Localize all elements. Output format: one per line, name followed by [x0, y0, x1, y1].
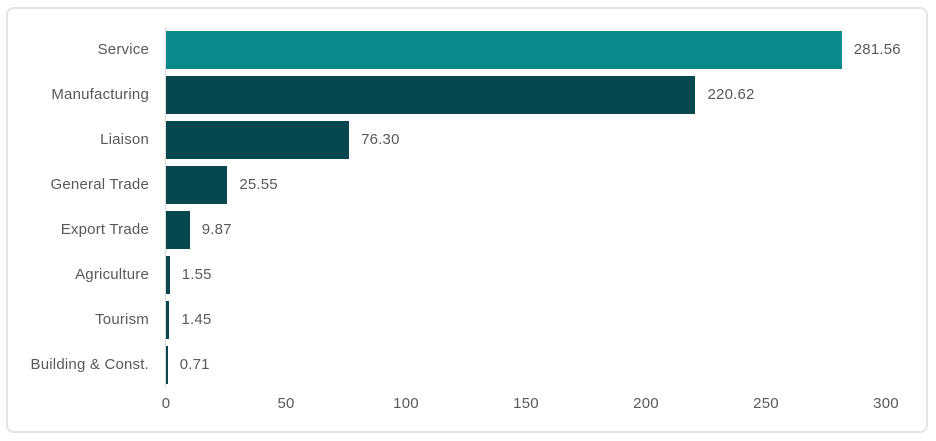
- bar: [166, 30, 842, 69]
- bar-area: 281.56: [166, 30, 936, 69]
- bar-row: Building & Const. 0.71: [0, 342, 936, 387]
- category-label: Service: [97, 41, 149, 58]
- value-label: 0.71: [179, 356, 210, 373]
- bar-row: Tourism 1.45: [0, 297, 936, 342]
- x-axis-tick-label: 300: [873, 395, 899, 412]
- category-label: Liaison: [100, 131, 149, 148]
- value-label: 9.87: [201, 221, 232, 238]
- category-label: General Trade: [50, 176, 149, 193]
- x-axis-tick-label: 50: [277, 395, 295, 412]
- category-label: Building & Const.: [30, 356, 149, 373]
- bar-area: 1.55: [166, 255, 936, 294]
- bar-row: Service 281.56: [0, 27, 936, 72]
- x-axis-tick-label: 0: [161, 395, 171, 412]
- y-axis-line: [165, 27, 166, 387]
- bar: [166, 300, 170, 339]
- bar-area: 76.30: [166, 120, 936, 159]
- x-axis-tick-label: 100: [393, 395, 419, 412]
- bar-row: General Trade 25.55: [0, 162, 936, 207]
- bar: [166, 345, 168, 384]
- value-label: 220.62: [707, 86, 755, 103]
- bar-area: 25.55: [166, 165, 936, 204]
- bar: [166, 255, 170, 294]
- category-label: Tourism: [95, 311, 149, 328]
- value-label: 281.56: [853, 41, 901, 58]
- bar-row: Liaison 76.30: [0, 117, 936, 162]
- bar-row: Manufacturing 220.62: [0, 72, 936, 117]
- category-label: Export Trade: [60, 221, 149, 238]
- bar: [166, 210, 190, 249]
- category-label: Agriculture: [75, 266, 149, 283]
- bar: [166, 120, 350, 159]
- x-axis-tick-label: 150: [513, 395, 539, 412]
- x-axis: 0 50 100 150 200 250 300: [0, 395, 936, 415]
- bar-row: Agriculture 1.55: [0, 252, 936, 297]
- value-label: 1.55: [181, 266, 212, 283]
- bar-rows: Service 281.56 Manufacturing 220.62 Liaison 7…: [0, 27, 936, 387]
- value-label: 25.55: [239, 176, 278, 193]
- bar: [166, 165, 228, 204]
- bar-row: Export Trade 9.87: [0, 207, 936, 252]
- value-label: 1.45: [181, 311, 212, 328]
- x-axis-tick-label: 200: [633, 395, 659, 412]
- bar-area: 220.62: [166, 75, 936, 114]
- bar-area: 1.45: [166, 300, 936, 339]
- bar-area: 9.87: [166, 210, 936, 249]
- bar: [166, 75, 696, 114]
- x-axis-tick-label: 250: [753, 395, 779, 412]
- bar-area: 0.71: [166, 345, 936, 384]
- value-label: 76.30: [361, 131, 400, 148]
- category-label: Manufacturing: [51, 86, 149, 103]
